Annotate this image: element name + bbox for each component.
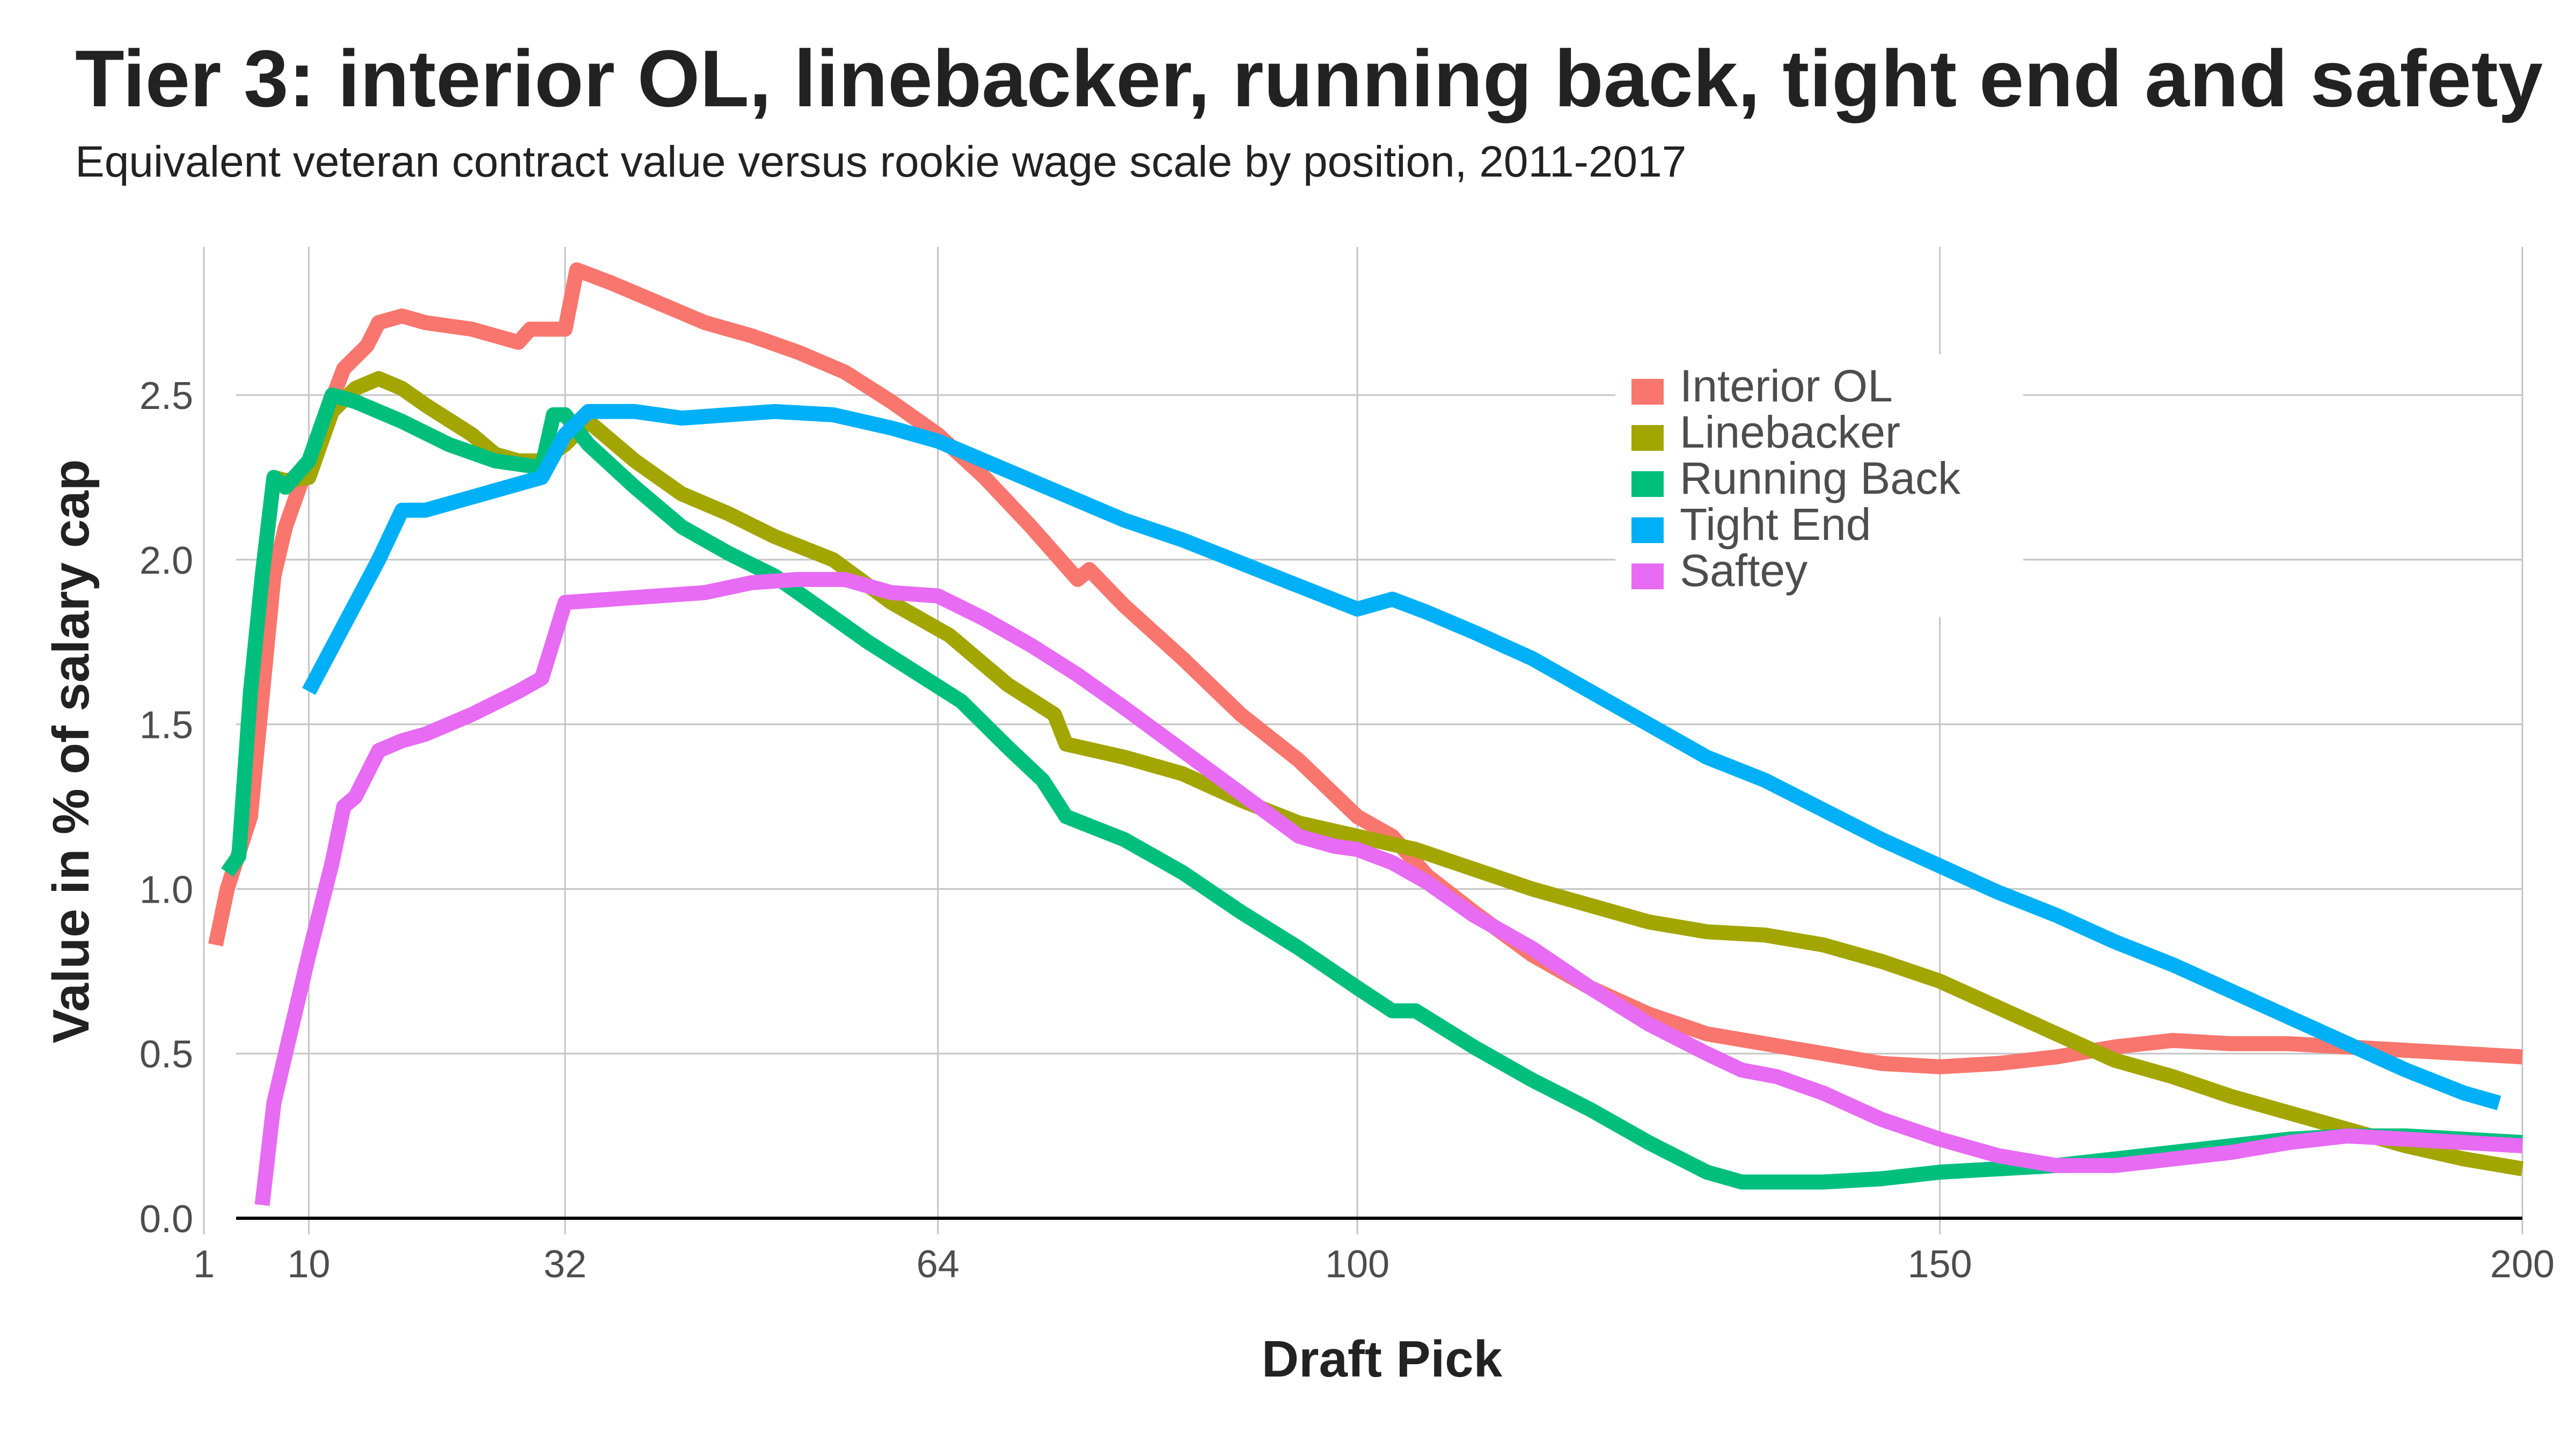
series-line bbox=[208, 262, 2523, 1074]
x-tick-label: 1 bbox=[193, 1243, 215, 1286]
chart-title: Tier 3: interior OL, linebacker, running… bbox=[75, 33, 2543, 123]
x-axis-title: Draft Pick bbox=[1262, 1330, 1503, 1388]
axes: 0.0 0.5 1.0 1.5 2.0 2.5 1 10 32 64 100 150 200 bbox=[140, 375, 2555, 1286]
y-tick-label: 2.5 bbox=[140, 375, 193, 418]
y-tick-label: 1.0 bbox=[140, 868, 193, 911]
x-tick-label: 10 bbox=[287, 1243, 330, 1286]
legend-label: Saftey bbox=[1680, 545, 1807, 596]
series-line bbox=[221, 387, 2523, 1190]
series-line bbox=[254, 572, 2523, 1206]
x-tick-label: 64 bbox=[917, 1243, 960, 1286]
legend-label: Linebacker bbox=[1680, 407, 1900, 457]
x-tick-label: 200 bbox=[2490, 1243, 2555, 1286]
y-tick-label: 2.0 bbox=[140, 539, 193, 582]
series-lines bbox=[208, 262, 2524, 1206]
y-tick-label: 1.5 bbox=[140, 704, 193, 747]
legend-swatch bbox=[1631, 564, 1664, 589]
chart-subtitle: Equivalent veteran contract value versus… bbox=[75, 137, 1687, 186]
legend-swatch bbox=[1631, 471, 1664, 497]
legend-swatch bbox=[1631, 517, 1664, 543]
legend-label: Running Back bbox=[1680, 453, 1961, 503]
series-line bbox=[272, 371, 2524, 1176]
grid-lines bbox=[203, 247, 2523, 1234]
series-line bbox=[302, 404, 2501, 1110]
y-tick-label: 0.0 bbox=[140, 1198, 193, 1241]
y-tick-label: 0.5 bbox=[140, 1033, 193, 1076]
legend-background bbox=[1615, 354, 2023, 617]
legend-label: Tight End bbox=[1680, 499, 1871, 550]
x-tick-label: 100 bbox=[1325, 1243, 1389, 1286]
legend-swatch bbox=[1631, 379, 1664, 405]
x-tick-label: 150 bbox=[1908, 1243, 1972, 1286]
y-axis-title: Value in % of salary cap bbox=[42, 459, 100, 1043]
x-tick-label: 32 bbox=[544, 1243, 587, 1286]
legend-swatch bbox=[1631, 425, 1664, 451]
legend-label: Interior OL bbox=[1680, 361, 1893, 411]
